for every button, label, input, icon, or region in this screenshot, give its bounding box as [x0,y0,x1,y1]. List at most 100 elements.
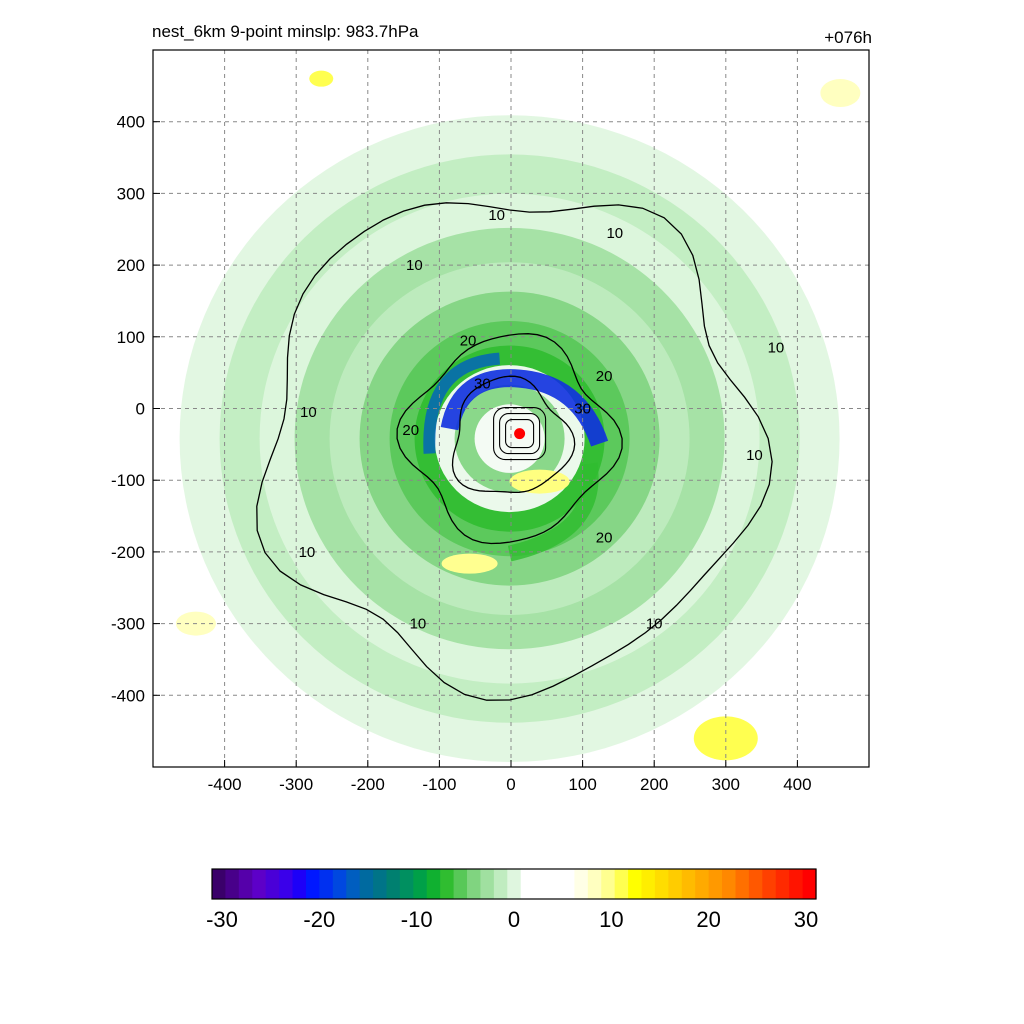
contour-core-2 [505,419,535,449]
colorbar-swatch-1 [225,869,240,899]
colorbar-swatch-38 [722,869,737,899]
y-tick-label-200: 200 [117,256,145,275]
colorbar-swatch-36 [695,869,710,899]
colorbar-swatch-15 [413,869,428,899]
contour-labels: 10 10 10 10 10 10 10 10 10 20 20 20 20 30 30 [299,207,785,633]
colorbar-label--30: -30 [206,907,238,932]
colorbar-swatch-35 [681,869,696,899]
colorbar-label-0: 0 [508,907,520,932]
colorbar-swatch-39 [735,869,750,899]
contour-label-2: 10 [406,257,423,274]
colorbar-swatch-18 [453,869,468,899]
x-tick-label--400: -400 [208,775,242,794]
y-tick-label-300: 300 [117,184,145,203]
y-tick-label-0: 0 [136,400,145,419]
x-tick-label-400: 400 [783,775,811,794]
colorbar-label-20: 20 [696,907,720,932]
colorbar-swatch-16 [426,869,441,899]
colorbar-label--20: -20 [303,907,335,932]
colorbar-swatch-9 [332,869,347,899]
colorbar-swatch-37 [708,869,723,899]
x-axis: -400 -300 -200 -100 0 100 200 300 400 [208,760,812,794]
colorbar-swatch-6 [292,869,307,899]
y-tick-label--200: -200 [111,543,145,562]
colorbar-swatch-28 [587,869,602,899]
colorbar-swatch-42 [775,869,790,899]
contour-30 [451,375,576,494]
plot-title: nest_6km 9-point minslp: 983.7hPa [152,22,419,41]
field-ring-10 [474,404,545,473]
y-tick-label-100: 100 [117,328,145,347]
colorbar-swatch-21 [493,869,508,899]
colorbar-swatch-13 [386,869,401,899]
contour-lines [256,202,773,701]
contour-label-1: 10 [606,225,623,242]
field-band-teal [423,352,501,454]
colorbar-swatch-10 [346,869,361,899]
y-axis: 400 300 200 100 0 -100 -200 -300 -400 [111,113,160,705]
x-tick-label--300: -300 [279,775,313,794]
contour-label-4: 10 [300,404,317,421]
contour-core-1 [499,413,541,455]
storm-center-dot [514,428,526,440]
field-blob-yellow-6 [309,70,334,87]
colorbar-swatch-20 [480,869,495,899]
colorbar-swatch-34 [668,869,683,899]
colorbar-swatch-0 [212,869,227,899]
colorbar-swatch-32 [641,869,656,899]
field-blob-yellow-2 [441,553,498,574]
colorbar-swatch-41 [762,869,777,899]
colorbar-swatch-33 [654,869,669,899]
colorbar-swatch-43 [789,869,804,899]
field-blob-yellow [509,469,570,494]
colorbar-swatch-4 [265,869,280,899]
contour-label-3: 10 [768,340,785,357]
colorbar-swatch-2 [238,869,253,899]
contour-label-10: 20 [596,368,613,385]
contour-label-9: 20 [460,332,477,349]
contour-label-0: 10 [488,207,505,224]
x-tick-label--200: -200 [351,775,385,794]
colorbar-swatch-25 [547,869,562,899]
colorbar-swatch-30 [614,869,629,899]
colorbar-swatch-27 [574,869,589,899]
colorbar-swatch-40 [748,869,763,899]
colorbar-frame [211,868,817,900]
contour-label-7: 10 [410,616,427,633]
colorbar: -30 -20 -10 0 10 20 30 [206,868,818,932]
contour-core-0 [493,407,547,461]
colorbar-swatch-17 [440,869,455,899]
colorbar-label--10: -10 [401,907,433,932]
colorbar-swatch-8 [319,869,334,899]
colorbar-swatch-14 [399,869,414,899]
colorbar-swatch-26 [560,869,575,899]
field-band-blue [440,369,609,447]
colorbar-swatch-23 [520,869,535,899]
y-tick-label--100: -100 [111,471,145,490]
colorbar-swatch-24 [534,869,549,899]
contour-20 [396,333,623,545]
colorbar-label-30: 30 [794,907,818,932]
colorbar-swatch-12 [373,869,388,899]
colorbar-swatch-31 [628,869,643,899]
colorbar-swatch-3 [252,869,267,899]
field-band-green [507,462,599,562]
colorbar-swatch-7 [305,869,320,899]
field-blob-yellow-5 [820,79,861,108]
x-tick-label-100: 100 [568,775,596,794]
contour-label-11: 20 [402,422,419,439]
contour-label-12: 20 [596,530,613,547]
x-tick-label--100: -100 [422,775,456,794]
contour-label-14: 30 [574,401,591,418]
colorbar-swatch-22 [507,869,522,899]
x-tick-label-0: 0 [506,775,515,794]
x-tick-label-300: 300 [712,775,740,794]
color-field [175,70,861,762]
contour-label-6: 10 [299,544,316,561]
colorbar-label-10: 10 [599,907,623,932]
x-tick-label-200: 200 [640,775,668,794]
forecast-hour: +076h [824,28,872,47]
contour-10 [256,202,773,701]
colorbar-swatch-44 [802,869,817,899]
